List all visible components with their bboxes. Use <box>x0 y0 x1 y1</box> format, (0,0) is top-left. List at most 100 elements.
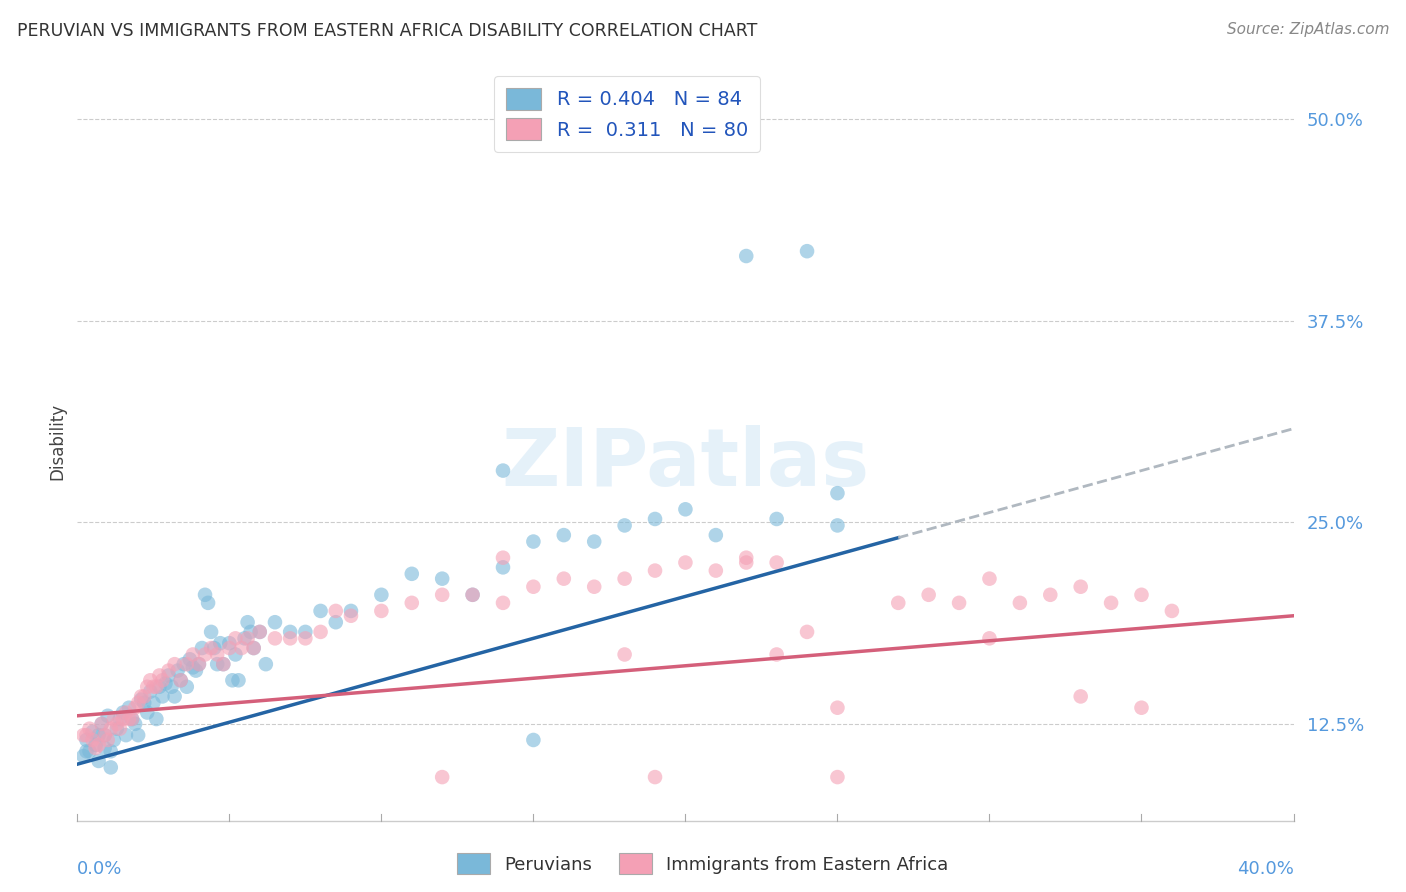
Point <box>583 534 606 549</box>
Point <box>176 680 198 694</box>
Point <box>430 770 453 784</box>
Point <box>90 716 112 731</box>
Point <box>200 640 222 655</box>
Point <box>188 657 211 672</box>
Point <box>704 528 727 542</box>
Point <box>325 604 347 618</box>
Point <box>294 632 316 646</box>
Point <box>136 680 159 694</box>
Point <box>160 680 183 694</box>
Text: 0.0%: 0.0% <box>77 860 122 878</box>
Point <box>87 728 110 742</box>
Point <box>111 706 134 720</box>
Point <box>200 624 222 639</box>
Point <box>173 657 195 672</box>
Point <box>152 673 174 688</box>
Point <box>249 624 271 639</box>
Point <box>84 741 107 756</box>
Point <box>127 696 149 710</box>
Point <box>278 632 301 646</box>
Point <box>340 608 363 623</box>
Point <box>675 502 697 516</box>
Point <box>675 556 697 570</box>
Point <box>492 560 515 574</box>
Point <box>644 512 666 526</box>
Point <box>124 700 146 714</box>
Point <box>264 632 287 646</box>
Point <box>613 572 636 586</box>
Point <box>170 673 193 688</box>
Point <box>115 706 138 720</box>
Point <box>735 249 758 263</box>
Point <box>205 657 228 672</box>
Point <box>644 564 666 578</box>
Point <box>148 668 170 682</box>
Point <box>224 648 246 662</box>
Point <box>613 648 636 662</box>
Point <box>202 640 225 655</box>
Text: Source: ZipAtlas.com: Source: ZipAtlas.com <box>1226 22 1389 37</box>
Point <box>613 518 636 533</box>
Point <box>1070 690 1092 704</box>
Point <box>704 564 727 578</box>
Point <box>105 722 128 736</box>
Point <box>194 588 217 602</box>
Point <box>461 588 484 602</box>
Point <box>309 624 332 639</box>
Point <box>644 770 666 784</box>
Point <box>370 588 392 602</box>
Point <box>84 738 107 752</box>
Y-axis label: Disability: Disability <box>48 403 66 480</box>
Point <box>97 708 120 723</box>
Point <box>796 244 818 259</box>
Point <box>129 690 152 704</box>
Point <box>228 673 250 688</box>
Point <box>139 684 162 698</box>
Point <box>108 712 131 726</box>
Text: ZIPatlas: ZIPatlas <box>502 425 869 503</box>
Point <box>121 712 143 726</box>
Point <box>152 690 174 704</box>
Point <box>166 664 188 678</box>
Point <box>242 640 264 655</box>
Point <box>212 657 235 672</box>
Point <box>75 733 97 747</box>
Point <box>127 728 149 742</box>
Point <box>492 550 515 565</box>
Point <box>1070 580 1092 594</box>
Point <box>105 716 128 731</box>
Point <box>75 728 97 742</box>
Point <box>218 640 240 655</box>
Point <box>163 690 186 704</box>
Point <box>1039 588 1062 602</box>
Point <box>75 744 97 758</box>
Point <box>264 615 287 630</box>
Point <box>134 696 156 710</box>
Point <box>765 512 787 526</box>
Point <box>111 712 134 726</box>
Point <box>765 648 787 662</box>
Point <box>129 692 152 706</box>
Point <box>191 640 214 655</box>
Point <box>100 722 122 736</box>
Point <box>553 572 575 586</box>
Point <box>218 636 240 650</box>
Point <box>118 712 141 726</box>
Point <box>430 588 453 602</box>
Point <box>522 534 544 549</box>
Point <box>100 744 122 758</box>
Point <box>188 657 211 672</box>
Text: 40.0%: 40.0% <box>1237 860 1294 878</box>
Point <box>134 690 156 704</box>
Point <box>522 733 544 747</box>
Point <box>1008 596 1031 610</box>
Point <box>72 749 94 764</box>
Point <box>765 556 787 570</box>
Point <box>148 680 170 694</box>
Point <box>796 624 818 639</box>
Point <box>233 632 256 646</box>
Point <box>136 706 159 720</box>
Point <box>827 486 849 500</box>
Point <box>121 712 143 726</box>
Point <box>139 673 162 688</box>
